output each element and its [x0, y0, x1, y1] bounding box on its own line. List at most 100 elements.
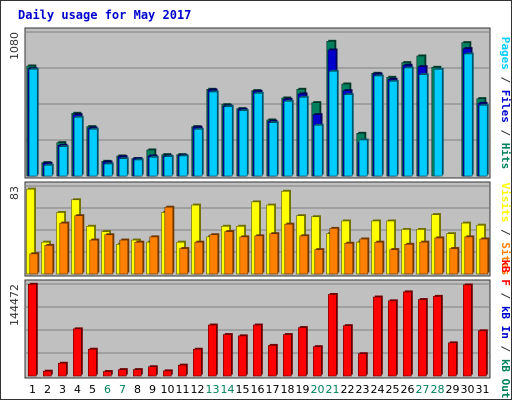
bar — [417, 299, 427, 377]
bar — [328, 71, 338, 177]
bar — [253, 93, 263, 177]
y-max-label: 144472 — [8, 284, 21, 326]
bar — [42, 370, 52, 377]
x-tick-label: 27 — [416, 383, 430, 396]
bar — [134, 241, 144, 275]
bar — [447, 342, 457, 377]
bar — [118, 369, 127, 377]
bar — [43, 165, 53, 177]
bar — [224, 231, 234, 275]
legend-part: Pages — [499, 37, 512, 70]
x-tick-label: 13 — [206, 383, 220, 396]
bar — [104, 234, 114, 275]
x-tick-label: 1 — [29, 383, 36, 396]
legend-part: Files — [499, 90, 512, 123]
legend-part: Sites — [499, 242, 512, 275]
bar — [418, 74, 428, 177]
bar — [208, 91, 218, 177]
bar — [103, 163, 113, 177]
x-tick-label: 4 — [74, 383, 81, 396]
bar — [297, 327, 307, 377]
bar — [178, 155, 188, 177]
x-tick-label: 28 — [431, 383, 445, 396]
series-legend: Visits / Sites — [499, 183, 512, 276]
bar — [73, 117, 83, 177]
legend-part: / — [499, 286, 512, 306]
x-tick-label: 18 — [281, 383, 295, 396]
x-tick-label: 22 — [341, 383, 355, 396]
x-tick-label: 30 — [461, 383, 475, 396]
bar — [44, 245, 54, 275]
bar — [313, 125, 323, 177]
bar — [419, 241, 429, 275]
legend-part: kB F — [499, 259, 512, 286]
legend-part: / — [499, 123, 512, 143]
bar — [148, 157, 158, 177]
x-tick-label: 5 — [89, 383, 96, 396]
bar — [299, 235, 309, 275]
bar — [223, 106, 233, 177]
bar — [179, 248, 189, 275]
bar — [133, 369, 142, 377]
bar — [312, 346, 322, 377]
bar — [149, 236, 159, 275]
legend-part: kB In — [499, 306, 512, 339]
bar — [119, 239, 129, 275]
bar — [314, 249, 324, 275]
bar — [73, 328, 82, 377]
x-tick-label: 6 — [104, 383, 111, 396]
bar — [344, 242, 354, 275]
x-tick-label: 29 — [446, 383, 460, 396]
x-tick-label: 11 — [176, 383, 190, 396]
bar — [208, 324, 217, 377]
bar — [342, 325, 352, 377]
bar — [284, 223, 294, 275]
x-tick-label: 10 — [161, 383, 175, 396]
x-tick-label: 9 — [149, 383, 156, 396]
bar — [403, 67, 413, 177]
x-tick-label: 21 — [326, 383, 340, 396]
bar — [223, 334, 232, 377]
bar — [373, 75, 383, 177]
bar — [58, 146, 68, 177]
panel-visits_sites: 83 Visits / Sites — [8, 181, 512, 277]
legend-part: Visits — [499, 183, 512, 223]
x-tick-label: 26 — [401, 383, 415, 396]
bar — [359, 238, 369, 275]
bar — [267, 345, 277, 377]
x-tick-label: 16 — [251, 383, 265, 396]
bar — [59, 222, 69, 275]
bar — [357, 353, 367, 377]
bar — [88, 348, 97, 377]
chart-title: Daily usage for May 2017 — [18, 8, 191, 22]
bar — [389, 249, 399, 275]
legend-part: / — [499, 339, 512, 359]
bar — [387, 300, 397, 377]
x-tick-label: 23 — [356, 383, 370, 396]
bar — [268, 122, 278, 177]
bar — [327, 294, 337, 377]
x-tick-label: 3 — [59, 383, 66, 396]
x-tick-label: 2 — [44, 383, 51, 396]
x-tick-label: 8 — [134, 383, 141, 396]
bar — [432, 296, 442, 377]
bar — [238, 110, 248, 177]
bar — [388, 81, 398, 177]
legend-part: Hits — [499, 143, 512, 170]
x-tick-label: 19 — [296, 383, 310, 396]
bar — [283, 101, 293, 177]
bar — [238, 335, 247, 377]
x-axis-ticks: 1 2 3 4 5 6 7 8 9 10 11 12 13 14 15 16 17 18 19 20 21 22 23 24 2… — [29, 383, 490, 396]
bar — [477, 330, 487, 377]
x-tick-label: 24 — [371, 383, 385, 396]
bar — [74, 215, 84, 275]
bar — [433, 69, 443, 177]
bar — [449, 248, 459, 275]
bar — [374, 241, 384, 275]
series-pages — [28, 52, 489, 177]
x-tick-label: 7 — [119, 383, 126, 396]
bar — [27, 284, 37, 377]
